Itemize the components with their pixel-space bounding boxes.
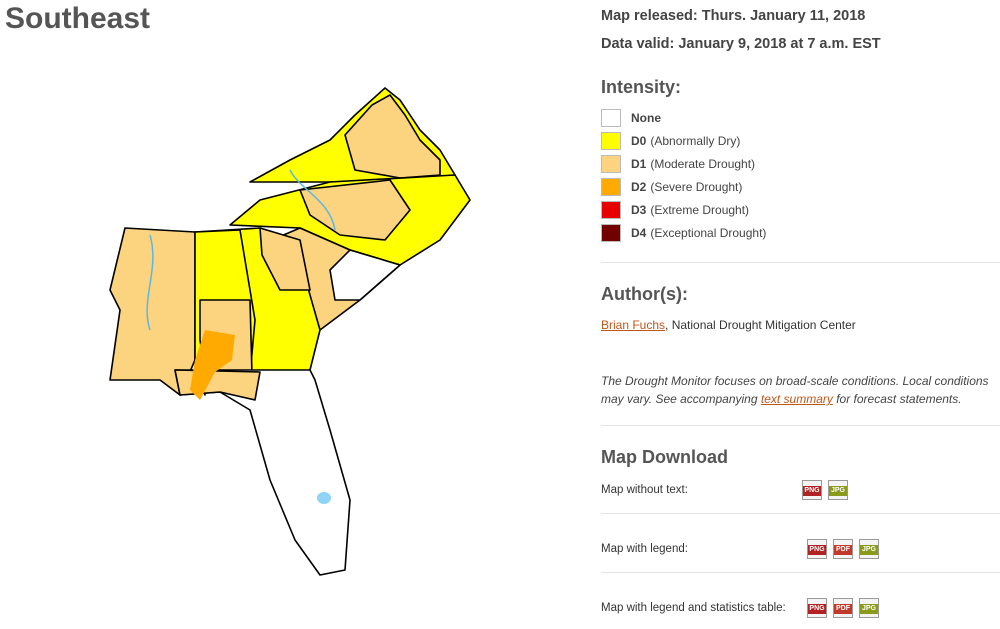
icon-label: PNG — [803, 486, 821, 496]
icon-label: PDF — [834, 545, 852, 555]
severe-drought-area — [190, 330, 235, 400]
icon-label: JPG — [860, 545, 878, 555]
legend-desc: (Exceptional Drought) — [650, 226, 767, 240]
download-icon[interactable]: JPG — [859, 539, 879, 559]
map-released: Map released: Thurs. January 11, 2018 — [601, 8, 866, 24]
legend-code: D1 — [631, 157, 647, 171]
note: The Drought Monitor focuses on broad-sca… — [601, 372, 991, 408]
download-icon[interactable]: PDF — [833, 598, 853, 618]
legend-swatch — [601, 224, 621, 242]
legend-item: D2 (Severe Drought) — [601, 177, 742, 197]
icon-label: PNG — [808, 604, 826, 614]
author-heading: Author(s): — [601, 284, 688, 304]
legend-desc: (Extreme Drought) — [650, 203, 750, 217]
download-icon[interactable]: JPG — [859, 598, 879, 618]
separator — [601, 513, 1000, 514]
state-florida — [174, 369, 351, 576]
legend-item: D3 (Extreme Drought) — [601, 200, 749, 220]
legend-desc: (Moderate Drought) — [650, 157, 756, 171]
state-north-carolina-central — [299, 179, 411, 241]
intensity-heading: Intensity: — [601, 77, 682, 97]
legend-item: D1 (Moderate Drought) — [601, 154, 755, 174]
note-text: The Drought Monitor focuses on broad-sca… — [601, 374, 989, 406]
legend-code: D3 — [631, 203, 647, 217]
download-icon[interactable]: PNG — [807, 598, 827, 618]
drought-map — [109, 87, 471, 576]
download-label: Map without text: — [601, 484, 688, 496]
icon-label: PNG — [808, 545, 826, 555]
legend-swatch — [601, 109, 621, 127]
download-icon[interactable]: PNG — [802, 480, 822, 500]
data-valid: Data valid: January 9, 2018 at 7 a.m. ES… — [601, 36, 881, 52]
icon-label: PDF — [834, 604, 852, 614]
note-link[interactable]: text summary — [760, 392, 833, 406]
legend-swatch — [601, 155, 621, 173]
note-text: for forecast statements. — [832, 392, 962, 406]
state-virginia-east — [344, 94, 441, 179]
separator — [601, 425, 1000, 426]
florida-panhandle-dry — [174, 369, 261, 401]
legend-code: None — [631, 111, 661, 125]
author-affiliation: , National Drought Mitigation Center — [665, 318, 856, 332]
lake — [317, 492, 331, 504]
author-line: Brian Fuchs, National Drought Mitigation… — [601, 318, 856, 332]
legend-code: D0 — [631, 134, 647, 148]
icon-label: JPG — [860, 604, 878, 614]
download-icon[interactable]: PNG — [807, 539, 827, 559]
author-link[interactable]: Brian Fuchs — [601, 318, 666, 332]
download-heading: Map Download — [601, 447, 728, 467]
river — [146, 169, 336, 331]
download-icon[interactable]: PDF — [833, 539, 853, 559]
legend-item: None — [601, 108, 665, 128]
legend-desc: (Abnormally Dry) — [650, 134, 741, 148]
separator — [601, 262, 1000, 263]
legend-item: D0 (Abnormally Dry) — [601, 131, 740, 151]
legend-swatch — [601, 201, 621, 219]
download-label: Map with legend: — [601, 543, 688, 555]
state-georgia-east — [259, 227, 311, 291]
legend-swatch — [601, 132, 621, 150]
legend-item: D4 (Exceptional Drought) — [601, 223, 766, 243]
state-south-carolina-coast — [329, 249, 401, 301]
legend-code: D2 — [631, 180, 647, 194]
legend-swatch — [601, 178, 621, 196]
download-icon[interactable]: JPG — [828, 480, 848, 500]
download-label: Map with legend and statistics table: — [601, 602, 786, 614]
legend-code: D4 — [631, 226, 647, 240]
icon-label: JPG — [829, 486, 847, 496]
page-title: Southeast — [5, 2, 151, 35]
separator — [601, 572, 1000, 573]
legend-desc: (Severe Drought) — [650, 180, 743, 194]
